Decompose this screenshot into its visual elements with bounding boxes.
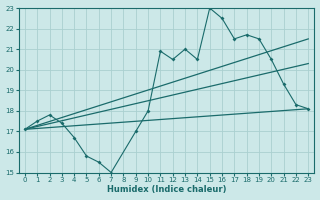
X-axis label: Humidex (Indice chaleur): Humidex (Indice chaleur)	[107, 185, 226, 194]
